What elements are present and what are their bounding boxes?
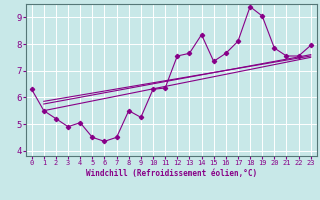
X-axis label: Windchill (Refroidissement éolien,°C): Windchill (Refroidissement éolien,°C) xyxy=(86,169,257,178)
